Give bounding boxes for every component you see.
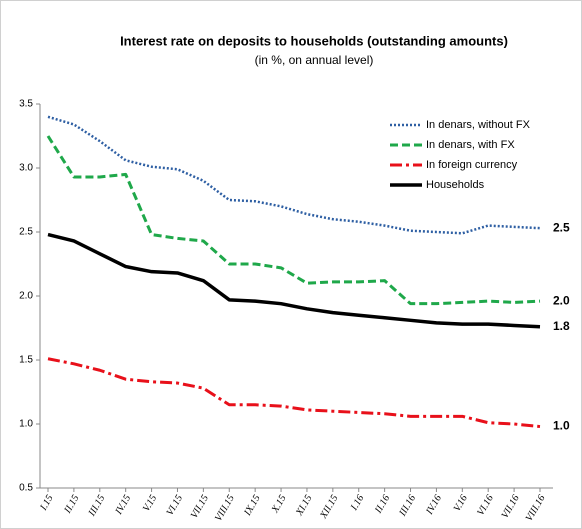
chart-title: Interest rate on deposits to households …	[120, 33, 508, 48]
y-tick-label: 0.5	[19, 483, 33, 494]
legend-label: Households	[426, 179, 485, 191]
legend-label: In foreign currency	[426, 159, 518, 171]
data-label: 1.8	[553, 319, 570, 333]
y-tick-label: 3.5	[19, 99, 33, 110]
data-label: 2.0	[553, 293, 570, 307]
series-line	[47, 357, 541, 429]
y-tick-label: 2.0	[19, 291, 33, 302]
data-label: 2.5	[553, 220, 570, 234]
legend-label: In denars, with FX	[426, 139, 515, 151]
y-tick-label: 2.5	[19, 227, 33, 238]
series-line	[46, 135, 541, 306]
data-label: 1.0	[553, 419, 570, 433]
y-tick-label: 3.0	[19, 163, 33, 174]
legend-label: In denars, without FX	[426, 119, 531, 131]
series-line	[47, 115, 541, 235]
y-tick-label: 1.5	[19, 355, 33, 366]
chart-subtitle: (in %, on annual level)	[255, 53, 374, 67]
y-tick-label: 1.0	[19, 419, 33, 430]
series-line	[47, 232, 541, 329]
